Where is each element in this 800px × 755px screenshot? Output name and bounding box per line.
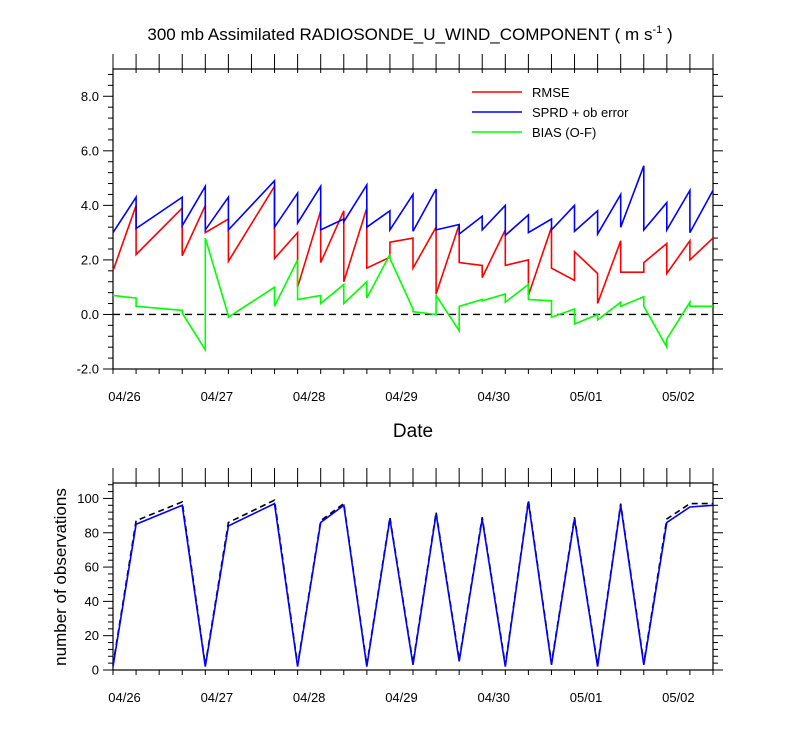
legend-label-rmse: RMSE	[532, 85, 570, 100]
top-ytick-label: 4.0	[81, 198, 99, 213]
chart-title-units-sup: -1	[652, 24, 662, 36]
top-series-bias-o-f-line	[112, 237, 713, 353]
legend-label-sprd-ob-error: SPRD + ob error	[532, 105, 629, 120]
bottom-panel: 0 20 40 60 80 100 04/26 04/27 04/28 04/29 04/30 05/…	[77, 468, 723, 705]
top-panel-xlabel: Date	[393, 421, 433, 442]
bottom-ytick-label: 0	[92, 663, 99, 678]
chart-title-end: )	[662, 25, 672, 44]
chart-title-text: 300 mb Assimilated RADIOSONDE_U_WIND_COM…	[147, 25, 652, 44]
top-series-rmse-line	[112, 183, 714, 304]
top-xtick-label: 04/28	[293, 389, 326, 404]
top-xtick-label: 04/29	[385, 389, 418, 404]
bottom-xtick-label: 04/29	[385, 690, 418, 705]
legend-label-bias-o-f: BIAS (O-F)	[532, 125, 596, 140]
bottom-xtick-label: 04/28	[293, 690, 326, 705]
bottom-xtick-label: 04/27	[201, 690, 234, 705]
bottom-ytick-label: 60	[85, 560, 99, 575]
chart-title: 300 mb Assimilated RADIOSONDE_U_WIND_COM…	[147, 24, 672, 44]
bottom-series-observations-assimilated-line	[112, 501, 714, 667]
top-xtick-label: 04/30	[477, 389, 510, 404]
bottom-ytick-label: 80	[85, 525, 99, 540]
top-xtick-label: 04/27	[201, 389, 234, 404]
bottom-xtick-label: 05/02	[662, 690, 695, 705]
top-ytick-label: -2.0	[77, 362, 99, 377]
top-ytick-label: 0.0	[81, 307, 99, 322]
top-panel: -2.0 0.0 2.0 4.0 6.0 8.0 04/26 04/27 04/28 04/29 0…	[77, 54, 723, 404]
bottom-panel-ylabel: number of observations	[51, 488, 70, 666]
bottom-xtick-label: 04/30	[477, 690, 510, 705]
top-xtick-label: 05/02	[662, 389, 695, 404]
top-ytick-label: 8.0	[81, 89, 99, 104]
top-xtick-label: 05/01	[570, 389, 603, 404]
top-series-sprd-ob-error-line	[112, 165, 714, 238]
bottom-xtick-label: 05/01	[570, 690, 603, 705]
bottom-ytick-label: 40	[85, 594, 99, 609]
bottom-ytick-label: 20	[85, 628, 99, 643]
bottom-xtick-label: 04/26	[108, 690, 141, 705]
bottom-series-observations-possible-line	[112, 499, 713, 666]
top-ytick-label: 6.0	[81, 143, 99, 158]
bottom-ytick-label: 100	[77, 491, 99, 506]
top-xtick-label: 04/26	[108, 389, 141, 404]
bottom-plot-frame	[112, 482, 714, 671]
top-ytick-label: 2.0	[81, 252, 99, 267]
